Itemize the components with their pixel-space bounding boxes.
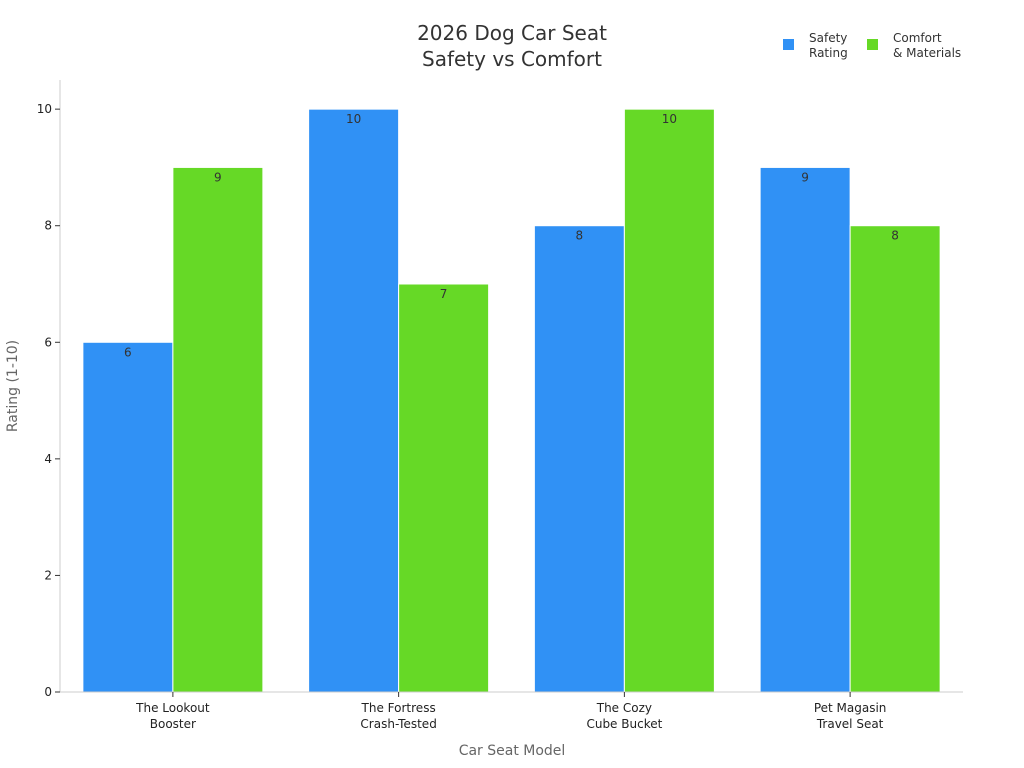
bar-safety-3 [759, 166, 851, 693]
y-ticks: 0 2 4 6 8 10 [37, 102, 60, 699]
chart-title-line-1: 2026 Dog Car Seat [417, 21, 607, 45]
y-tick-label: 6 [44, 335, 52, 349]
y-axis-label: Rating (1-10) [5, 340, 21, 432]
y-tick-label: 10 [37, 102, 52, 116]
data-label: 8 [576, 229, 584, 243]
bar-safety-1 [308, 108, 400, 693]
legend-label: Comfort & Materials [893, 31, 961, 60]
x-tick-label: The Lookout Booster [135, 701, 210, 731]
data-label: 9 [214, 170, 222, 184]
data-label: 10 [346, 112, 361, 126]
legend: Safety Rating Comfort & Materials [783, 31, 961, 60]
y-tick-label: 2 [44, 568, 52, 582]
bar-safety-0 [82, 341, 174, 693]
data-label: 7 [440, 287, 448, 301]
bar-comfort-1 [398, 283, 490, 693]
bar-comfort-0 [172, 166, 264, 693]
bar-comfort-2 [623, 108, 715, 693]
data-label: 10 [662, 112, 677, 126]
bars [82, 108, 941, 693]
y-tick-label: 8 [44, 219, 52, 233]
data-label: 6 [124, 345, 132, 359]
data-label: 9 [801, 170, 809, 184]
chart-title-line-2: Safety vs Comfort [422, 47, 602, 71]
x-tick-label: The Fortress Crash-Tested [360, 701, 436, 731]
legend-swatch [867, 39, 878, 50]
axes [59, 80, 963, 693]
y-tick-label: 0 [44, 685, 52, 699]
x-axis-label: Car Seat Model [459, 743, 566, 759]
data-label: 8 [891, 229, 899, 243]
y-tick-label: 4 [44, 452, 52, 466]
bar-safety-2 [533, 225, 625, 693]
x-tick-label: Pet Magasin Travel Seat [814, 701, 887, 731]
bar-comfort-3 [849, 225, 941, 693]
x-tick-label: The Cozy Cube Bucket [586, 701, 662, 731]
legend-label: Safety Rating [809, 31, 848, 60]
legend-swatch [783, 39, 794, 50]
data-labels: 6 9 10 7 8 10 9 8 [124, 112, 899, 359]
x-ticks: The Lookout Booster The Fortress Crash-Test… [135, 692, 886, 731]
chart-title: 2026 Dog Car Seat Safety vs Comfort [417, 21, 607, 71]
